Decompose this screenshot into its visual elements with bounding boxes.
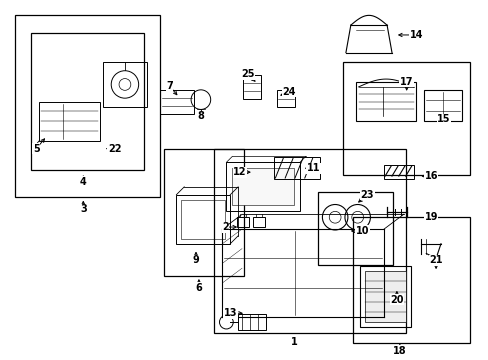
Text: 3: 3 bbox=[80, 204, 86, 215]
Bar bbox=[176, 195, 230, 244]
Text: 15: 15 bbox=[436, 114, 450, 124]
Bar bbox=[15, 15, 160, 197]
Bar bbox=[274, 157, 320, 179]
Text: 7: 7 bbox=[166, 81, 173, 91]
Bar bbox=[384, 165, 413, 179]
Bar bbox=[318, 192, 392, 265]
Text: 10: 10 bbox=[355, 226, 368, 236]
Bar bbox=[277, 90, 294, 108]
Text: 1: 1 bbox=[290, 337, 297, 347]
Bar bbox=[243, 75, 260, 99]
Bar bbox=[359, 266, 410, 327]
Text: 22: 22 bbox=[108, 144, 121, 154]
Text: 8: 8 bbox=[197, 111, 204, 121]
Text: 21: 21 bbox=[428, 255, 442, 265]
Bar bbox=[352, 217, 469, 343]
Bar bbox=[181, 199, 225, 239]
Bar bbox=[355, 82, 416, 121]
Bar bbox=[160, 90, 194, 114]
Text: 17: 17 bbox=[399, 77, 412, 87]
Bar bbox=[226, 162, 299, 211]
Text: 25: 25 bbox=[241, 69, 254, 79]
Text: 14: 14 bbox=[409, 30, 423, 40]
Bar bbox=[342, 62, 469, 175]
Bar bbox=[102, 62, 147, 107]
Text: 19: 19 bbox=[424, 212, 437, 222]
Bar bbox=[237, 217, 248, 227]
Bar bbox=[252, 217, 264, 227]
Text: 4: 4 bbox=[80, 177, 86, 187]
Text: 24: 24 bbox=[282, 87, 295, 97]
Text: 2: 2 bbox=[222, 222, 228, 232]
Text: 6: 6 bbox=[195, 283, 202, 293]
Text: 20: 20 bbox=[389, 294, 403, 305]
Text: 18: 18 bbox=[392, 346, 406, 356]
Text: 13: 13 bbox=[223, 308, 237, 318]
Bar bbox=[238, 314, 265, 330]
Text: 23: 23 bbox=[360, 190, 373, 200]
Bar bbox=[31, 33, 144, 170]
Text: 16: 16 bbox=[424, 171, 437, 181]
Text: 5: 5 bbox=[33, 144, 40, 154]
Text: 11: 11 bbox=[306, 163, 320, 173]
Bar bbox=[364, 271, 405, 322]
Bar bbox=[232, 168, 293, 206]
Bar bbox=[424, 90, 461, 121]
Bar bbox=[39, 102, 100, 141]
Bar bbox=[213, 149, 405, 333]
Text: 9: 9 bbox=[192, 255, 199, 265]
Bar bbox=[163, 149, 244, 276]
Text: 12: 12 bbox=[233, 167, 246, 177]
